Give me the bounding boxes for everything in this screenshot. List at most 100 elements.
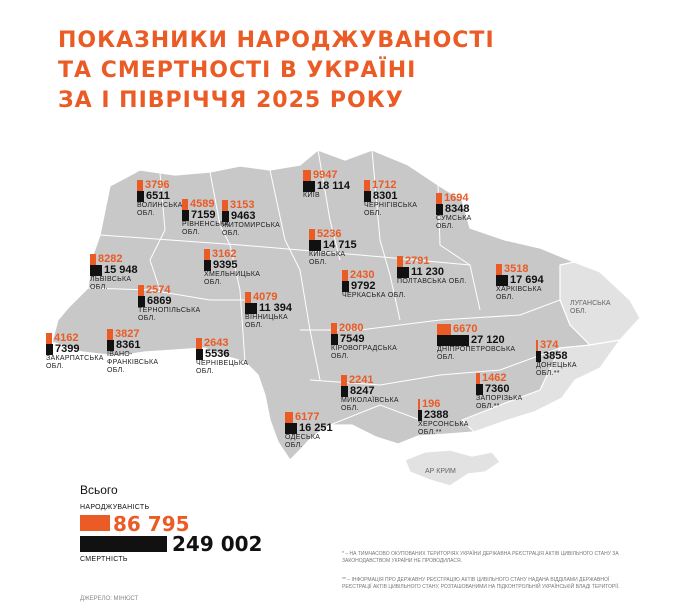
region-mykolaivska: 2241 8247 МИКОЛАЇВСЬКА ОБЛ. [341, 375, 403, 413]
region-name: ВІННИЦЬКА ОБЛ. [245, 314, 288, 329]
deaths-value: 15 948 [104, 264, 138, 276]
deaths-value: 2388 [424, 409, 449, 421]
births-bar [364, 180, 370, 191]
births-value: 5236 [317, 228, 342, 240]
region-vinnytska: 4079 11 394 ВІННИЦЬКА ОБЛ. [245, 292, 300, 330]
region-name: ХМЕЛЬНИЦЬКА ОБЛ. [204, 271, 261, 286]
luhansk-region [559, 261, 641, 346]
deaths-bar [436, 204, 443, 215]
occupied-south [461, 339, 621, 433]
region-name: ПОЛТАВСЬКА ОБЛ. [397, 278, 467, 285]
region-name: ДНІПРОПЕТРОВСЬКА ОБЛ. [437, 346, 516, 361]
deaths-value: 8247 [350, 385, 375, 397]
title-line-3: ЗА І ПІВРІЧЧЯ 2025 РОКУ [58, 88, 404, 113]
region-kirovohradska: 2080 7549 КІРОВОГРАДСЬКА ОБЛ. [331, 323, 411, 361]
births-value: 2241 [349, 374, 374, 386]
deaths-value: 7399 [55, 343, 80, 355]
region-name: ІВАНО-ФРАНКІВСЬКА ОБЛ. [107, 351, 159, 374]
region-zakarpatska: 4162 7399 ЗАКАРПАТСЬКА ОБЛ. [46, 333, 121, 371]
crimea [404, 449, 501, 487]
births-bar [245, 292, 251, 303]
deaths-value: 8361 [116, 339, 141, 351]
deaths-bar [204, 260, 211, 271]
deaths-value: 9792 [351, 280, 376, 292]
region-borders [87, 149, 561, 426]
births-bar [436, 193, 442, 204]
title-line-2: ТА СМЕРТНОСТІ В УКРАЇНІ [58, 58, 417, 83]
luhansk-label: ЛУГАНСЬКА ОБЛ. [570, 300, 611, 315]
region-kyiv-city: 9947 18 114 КИЇВ [303, 170, 350, 200]
births-bar [342, 270, 348, 281]
deaths-bar [303, 181, 315, 192]
region-name: ЧЕРНІГІВСЬКА ОБЛ. [364, 202, 418, 217]
births-value: 3518 [504, 263, 529, 275]
births-bar [341, 375, 347, 386]
deaths-bar [536, 351, 541, 362]
deaths-value: 9463 [231, 210, 256, 222]
region-name: КИЇВ [303, 192, 320, 199]
region-name: КІРОВОГРАДСЬКА ОБЛ. [331, 345, 398, 360]
deaths-bar [397, 267, 409, 278]
crimea-label: АР КРИМ [425, 468, 456, 475]
deaths-value: 11 394 [259, 302, 293, 314]
region-name: МИКОЛАЇВСЬКА ОБЛ. [341, 397, 399, 412]
births-bar [476, 373, 480, 384]
footnote-2: ** – ІНФОРМАЦІЯ ПРО ДЕРЖАВНУ РЕЄСТРАЦІЮ … [342, 577, 620, 590]
deaths-bar [90, 265, 102, 276]
births-value: 6670 [453, 323, 478, 335]
deaths-bar [331, 334, 338, 345]
deaths-value: 7549 [340, 333, 365, 345]
total-births-bar [80, 515, 110, 531]
births-bar [397, 256, 403, 267]
deaths-value: 6869 [147, 295, 172, 307]
births-value: 3153 [230, 199, 255, 211]
region-name: ЧЕРКАСЬКА ОБЛ. [342, 292, 406, 299]
deaths-value: 11 230 [411, 266, 445, 278]
deaths-bar [476, 384, 483, 395]
births-bar [331, 323, 337, 334]
region-sumska: 1694 8348 СУМСЬКА ОБЛ. [436, 193, 481, 231]
births-value: 374 [540, 339, 559, 351]
region-name: ТЕРНОПІЛЬСЬКА ОБЛ. [138, 307, 201, 322]
deaths-bar [341, 386, 348, 397]
deaths-bar [437, 335, 469, 346]
births-bar [138, 285, 144, 296]
deaths-bar [309, 240, 321, 251]
deaths-value: 16 251 [299, 422, 333, 434]
deaths-bar [137, 191, 144, 202]
region-volynska: 3796 6511 ВОЛИНСЬКА ОБЛ. [137, 180, 197, 218]
deaths-value: 8301 [373, 190, 398, 202]
births-value: 2430 [350, 269, 375, 281]
deaths-bar [418, 410, 422, 421]
births-value: 3162 [212, 248, 237, 260]
total-births-value: 86 795 [113, 512, 190, 536]
deaths-bar [196, 349, 203, 360]
deaths-bar [138, 296, 145, 307]
births-bar [418, 399, 420, 410]
births-value: 6177 [295, 411, 320, 423]
total-births-label: НАРОДЖУВАНІСТЬ [80, 504, 150, 511]
region-name: СУМСЬКА ОБЛ. [436, 215, 472, 230]
region-name: КИЇВСЬКА ОБЛ. [309, 251, 346, 266]
deaths-bar [496, 275, 508, 286]
region-dnipropetrovska: 6670 27 120 ДНІПРОПЕТРОВСЬКА ОБЛ. [437, 324, 517, 362]
deaths-value: 8348 [445, 203, 470, 215]
total-deaths-bar [80, 536, 167, 552]
births-value: 2643 [204, 337, 229, 349]
source-label: ДЖЕРЕЛО: МІНЮСТ [80, 596, 139, 602]
deaths-bar [245, 303, 257, 314]
total-deaths-label: СМЕРТНІСТЬ [80, 556, 128, 563]
births-value: 1712 [372, 179, 397, 191]
deaths-bar [285, 423, 297, 434]
page-title: ПОКАЗНИКИ НАРОДЖУВАНОСТІ ТА СМЕРТНОСТІ В… [58, 26, 518, 116]
deaths-value: 5536 [205, 348, 230, 360]
births-value: 4079 [253, 291, 278, 303]
births-value: 2080 [339, 322, 364, 334]
births-bar [90, 254, 96, 265]
births-bar [182, 199, 188, 210]
births-bar [496, 264, 502, 275]
births-value: 4589 [190, 198, 215, 210]
births-value: 2791 [405, 255, 430, 267]
births-value: 1462 [482, 372, 507, 384]
